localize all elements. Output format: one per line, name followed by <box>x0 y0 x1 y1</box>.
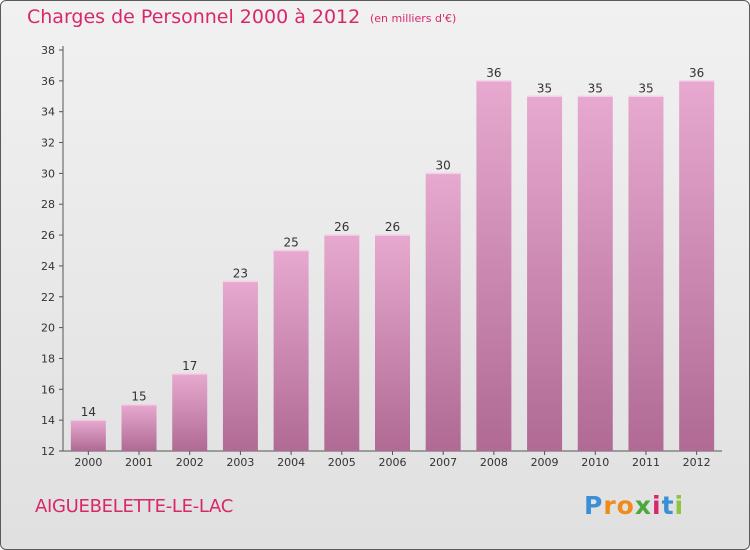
y-tick-label: 32 <box>41 137 55 150</box>
y-tick-label: 12 <box>41 445 55 458</box>
data-label: 14 <box>81 405 96 419</box>
data-label: 26 <box>385 220 400 234</box>
logo-letter: t <box>661 491 675 520</box>
y-tick-label: 36 <box>41 75 55 88</box>
logo-letter: o <box>616 491 635 520</box>
commune-name: AIGUEBELETTE-LE-LAC <box>35 496 233 517</box>
logo-letter: i <box>652 491 662 520</box>
bar <box>273 250 309 451</box>
bar <box>222 281 258 451</box>
bar <box>121 404 157 451</box>
y-axis: 12 14 16 18 20 22 24 26 28 30 32 34 36 38 <box>41 44 64 458</box>
x-tick-label: 2006 <box>379 456 407 469</box>
bar <box>172 373 208 451</box>
bar <box>324 235 360 451</box>
data-label: 25 <box>283 236 298 250</box>
data-label: 35 <box>537 81 552 95</box>
bars <box>70 80 715 452</box>
data-label: 36 <box>689 66 704 80</box>
proxiti-logo[interactable]: Proxiti <box>584 491 684 520</box>
data-label: 35 <box>638 81 653 95</box>
data-label: 35 <box>588 81 603 95</box>
y-tick-label: 18 <box>41 352 55 365</box>
bar <box>476 80 512 451</box>
x-tick-label: 2007 <box>429 456 457 469</box>
x-axis: 2000 2001 2002 2003 2004 2005 2006 2007 2008 2009… <box>63 450 722 469</box>
x-tick-label: 2000 <box>74 456 102 469</box>
bar <box>679 80 715 451</box>
x-tick-label: 2012 <box>683 456 711 469</box>
data-labels: 14 15 17 23 25 26 26 30 36 35 35 35 36 <box>81 66 705 419</box>
bar <box>577 96 613 452</box>
bar <box>70 420 106 451</box>
bar <box>628 96 664 452</box>
y-tick-label: 28 <box>41 198 55 211</box>
data-label: 30 <box>436 158 451 172</box>
logo-letter: i <box>674 491 685 520</box>
data-label: 23 <box>233 266 248 280</box>
x-tick-label: 2002 <box>176 456 204 469</box>
x-tick-label: 2001 <box>125 456 153 469</box>
x-tick-label: 2003 <box>226 456 254 469</box>
chart-title: Charges de Personnel 2000 à 2012 <box>27 6 361 28</box>
x-tick-label: 2008 <box>480 456 508 469</box>
y-tick-label: 16 <box>41 383 55 396</box>
x-tick-label: 2011 <box>632 456 660 469</box>
logo-letter: r <box>603 491 617 520</box>
bar <box>527 96 563 452</box>
y-tick-label: 24 <box>41 260 55 273</box>
y-tick-label: 14 <box>41 414 55 427</box>
logo-letter: x <box>634 491 652 520</box>
bar <box>425 173 461 451</box>
data-label: 17 <box>182 359 197 373</box>
y-tick-label: 30 <box>41 167 55 180</box>
chart-subtitle: (en milliers d'€) <box>370 12 457 25</box>
x-tick-label: 2005 <box>328 456 356 469</box>
data-label: 26 <box>334 220 349 234</box>
y-tick-label: 38 <box>41 44 55 57</box>
logo-letter: P <box>584 491 604 520</box>
x-tick-label: 2004 <box>277 456 305 469</box>
y-tick-label: 20 <box>41 322 55 335</box>
y-tick-label: 22 <box>41 291 55 304</box>
y-tick-label: 26 <box>41 229 55 242</box>
bar <box>375 235 410 451</box>
data-label: 15 <box>131 390 146 404</box>
x-tick-label: 2009 <box>531 456 559 469</box>
x-tick-label: 2010 <box>581 456 609 469</box>
data-label: 36 <box>486 66 501 80</box>
y-tick-label: 34 <box>41 106 55 119</box>
